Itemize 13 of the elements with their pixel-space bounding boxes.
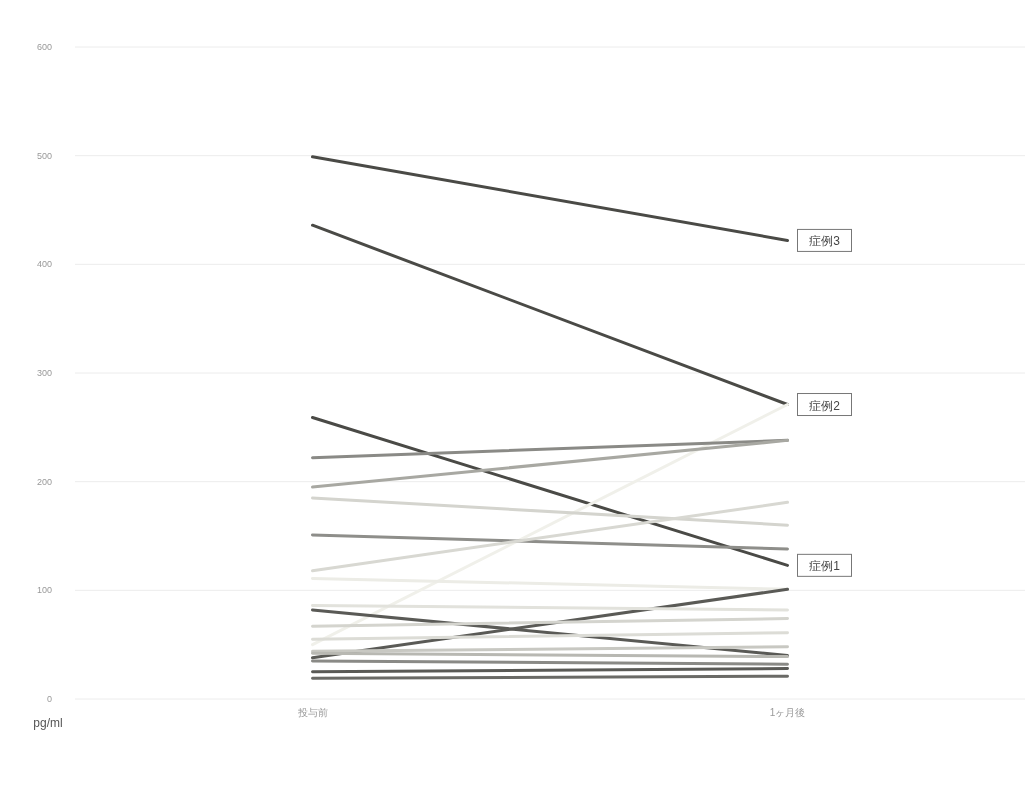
y-tick-label: 300 [36, 368, 52, 378]
y-tick-label: 500 [36, 150, 52, 161]
y-tick-label: 600 [36, 42, 52, 52]
annotation: 症例3 [809, 234, 841, 249]
y-tick-label: 0 [46, 694, 52, 704]
y-tick-label: 200 [36, 476, 52, 487]
y-tick-label: 100 [36, 585, 52, 596]
annotation: 症例2 [809, 398, 841, 413]
x-tick-label: 投与前 [296, 707, 328, 718]
annotation: 症例1 [809, 559, 841, 574]
x-tick-label: 1ヶ月後 [769, 707, 806, 718]
y-axis-title: pg/ml [33, 716, 63, 730]
y-tick-label: 400 [36, 259, 52, 270]
